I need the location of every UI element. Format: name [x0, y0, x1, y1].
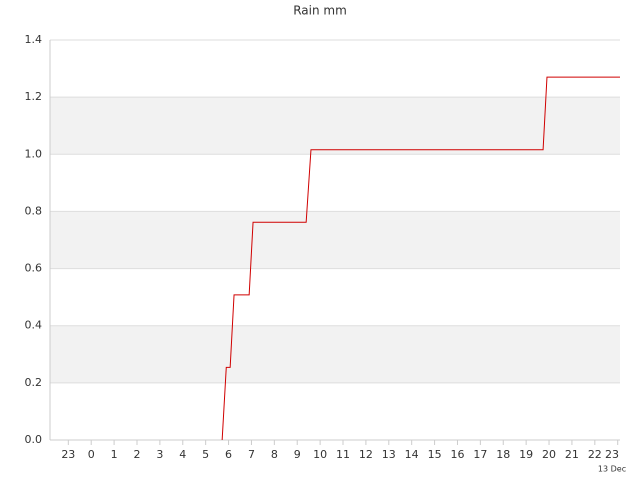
data-line [221, 76, 620, 441]
x-tick-label: 14 [405, 448, 419, 461]
x-tick-label: 22 [588, 448, 602, 461]
x-tick-label: 12 [359, 448, 373, 461]
x-tick-label: 2 [133, 448, 140, 461]
x-tick-label: 9 [294, 448, 301, 461]
x-tick-label: 10 [313, 448, 327, 461]
x-tick-label: 4 [179, 448, 186, 461]
y-tick-label: 0.2 [25, 376, 43, 389]
x-tick-label: 23 [605, 448, 619, 461]
y-tick-label: 0.8 [25, 204, 43, 217]
x-tick-label: 16 [450, 448, 464, 461]
x-tick-label: 5 [202, 448, 209, 461]
y-tick-label: 0.6 [25, 262, 43, 275]
x-tick-label: 3 [156, 448, 163, 461]
x-tick-label: 23 [61, 448, 75, 461]
x-tick-label: 13 [382, 448, 396, 461]
y-tick-label: 0.0 [25, 433, 43, 446]
x-tick-label: 20 [542, 448, 556, 461]
x-tick-label: 8 [271, 448, 278, 461]
x-tick-label: 18 [496, 448, 510, 461]
chart-title: Rain mm [293, 4, 347, 18]
plot-band [50, 97, 620, 155]
x-tick-label: 15 [428, 448, 442, 461]
x-tick-label: 17 [473, 448, 487, 461]
x-tick-label: 6 [225, 448, 232, 461]
y-tick-label: 1.2 [25, 90, 43, 103]
x-tick-label: 1 [111, 448, 118, 461]
x-tick-label: 7 [248, 448, 255, 461]
x-tick-label: 0 [88, 448, 95, 461]
y-tick-label: 1.0 [25, 147, 43, 160]
x-tick-label: 11 [336, 448, 350, 461]
y-tick-label: 0.4 [25, 319, 43, 332]
x-annotation: 13 Dec [598, 465, 626, 474]
plot-band [50, 211, 620, 269]
plot-band [50, 325, 620, 383]
y-tick-label: 1.4 [25, 33, 43, 46]
x-tick-label: 21 [565, 448, 579, 461]
x-tick-label: 19 [519, 448, 533, 461]
